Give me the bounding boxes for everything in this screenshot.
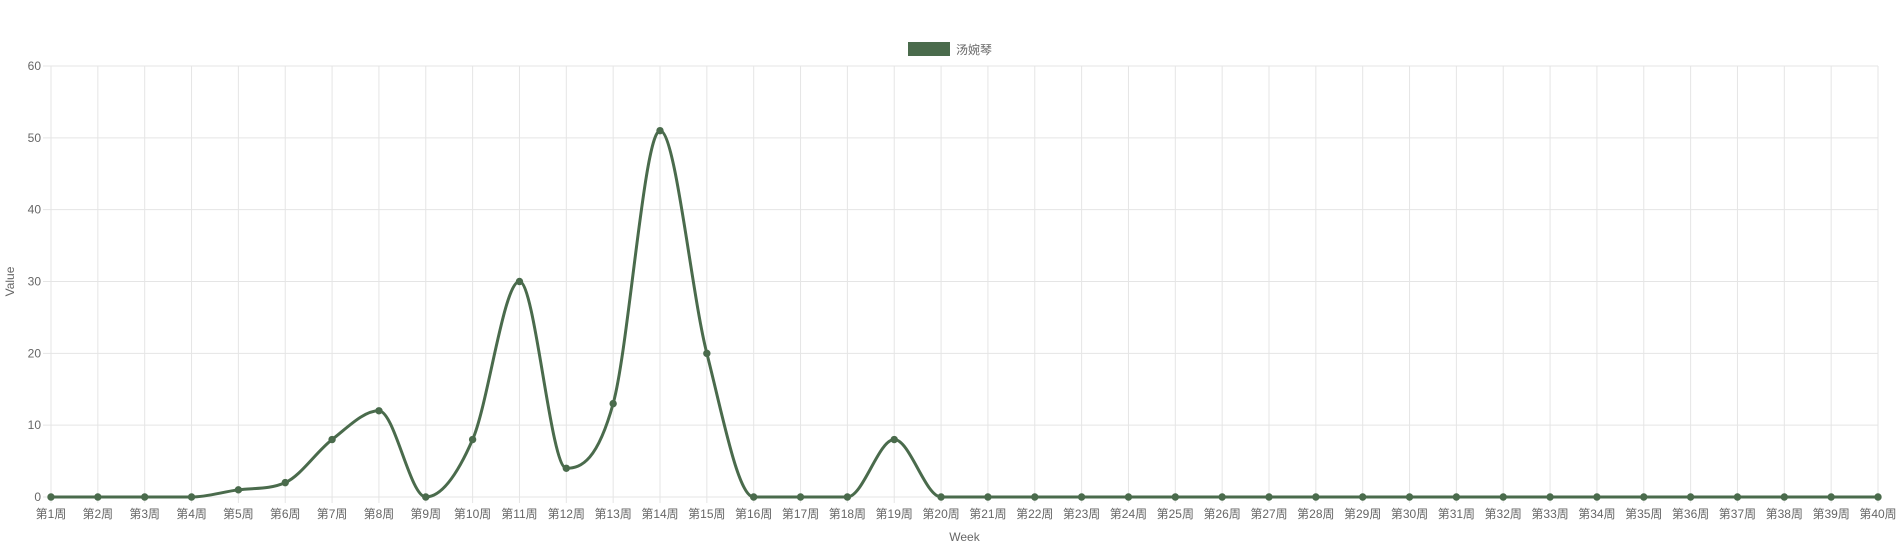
data-point[interactable] — [375, 407, 383, 415]
data-point[interactable] — [94, 493, 102, 501]
data-point[interactable] — [1827, 493, 1835, 501]
data-point[interactable] — [515, 277, 524, 286]
data-point[interactable] — [1031, 493, 1039, 501]
axes: 0 10 20 30 40 50 60 第1周 第2周 第3周 第4周 第5周 第6周 第7周 第8周 第9周… — [28, 59, 1897, 521]
series-layer — [47, 126, 1882, 501]
x-tick-label: 第9周 — [410, 507, 441, 521]
data-point[interactable] — [1452, 493, 1461, 501]
data-point[interactable] — [796, 493, 805, 501]
x-tick-label: 第12周 — [548, 507, 585, 521]
x-tick-label: 第30周 — [1391, 507, 1428, 521]
y-tick-label: 0 — [34, 490, 41, 504]
x-tick-label: 第39周 — [1812, 507, 1849, 521]
data-point[interactable] — [281, 478, 289, 487]
data-point[interactable] — [1733, 493, 1742, 501]
data-point[interactable] — [1686, 493, 1695, 501]
x-tick-label: 第5周 — [223, 507, 254, 521]
y-tick-label: 60 — [28, 59, 42, 73]
legend[interactable]: 汤婉琴 — [908, 42, 992, 57]
x-tick-label: 第25周 — [1157, 507, 1194, 521]
x-tick-label: 第6周 — [270, 507, 301, 521]
x-tick-label: 第37周 — [1719, 507, 1756, 521]
y-axis-title: Value — [3, 266, 17, 296]
x-tick-label: 第17周 — [782, 507, 819, 521]
x-tick-label: 第18周 — [829, 507, 866, 521]
data-point[interactable] — [47, 493, 55, 501]
x-tick-label: 第24周 — [1110, 507, 1147, 521]
x-tick-label: 第23周 — [1063, 507, 1100, 521]
data-point[interactable] — [609, 399, 617, 408]
data-point[interactable] — [1499, 493, 1507, 501]
data-point[interactable] — [1358, 493, 1367, 501]
x-tick-label: 第11周 — [501, 507, 537, 521]
x-tick-label: 第33周 — [1531, 507, 1568, 521]
y-tick-label: 50 — [28, 131, 42, 145]
x-tick-label: 第40周 — [1859, 507, 1896, 521]
x-tick-label: 第1周 — [36, 507, 67, 521]
grid — [43, 65, 1879, 503]
data-point[interactable] — [328, 435, 336, 444]
x-tick-label: 第16周 — [735, 507, 772, 521]
x-tick-label: 第3周 — [129, 507, 160, 521]
x-tick-label: 第28周 — [1297, 507, 1334, 521]
x-tick-label: 第26周 — [1203, 507, 1240, 521]
x-tick-label: 第35周 — [1625, 507, 1662, 521]
series-line — [49, 129, 1880, 499]
data-point[interactable] — [656, 126, 664, 135]
data-point[interactable] — [937, 493, 945, 501]
data-point[interactable] — [1546, 493, 1554, 501]
data-point[interactable] — [703, 349, 711, 358]
y-tick-label: 20 — [28, 346, 42, 360]
legend-swatch[interactable] — [908, 42, 950, 56]
data-point[interactable] — [1312, 493, 1320, 501]
data-point[interactable] — [234, 486, 243, 494]
x-tick-label: 第14周 — [641, 507, 678, 521]
x-tick-label: 第2周 — [83, 507, 114, 521]
x-tick-label: 第20周 — [922, 507, 959, 521]
data-point[interactable] — [1265, 493, 1273, 501]
data-point[interactable] — [468, 435, 477, 444]
data-point[interactable] — [1593, 493, 1601, 501]
x-tick-label: 第32周 — [1485, 507, 1522, 521]
x-tick-label: 第27周 — [1250, 507, 1287, 521]
x-tick-label: 第13周 — [594, 507, 631, 521]
data-point[interactable] — [187, 493, 196, 501]
y-tick-label: 10 — [28, 418, 42, 432]
data-point[interactable] — [843, 493, 852, 501]
data-point[interactable] — [1640, 493, 1648, 501]
y-tick-label: 40 — [28, 203, 42, 217]
data-point[interactable] — [749, 493, 758, 501]
data-point[interactable] — [1780, 493, 1789, 501]
x-tick-label: 第29周 — [1344, 507, 1381, 521]
x-tick-label: 第15周 — [688, 507, 725, 521]
data-point[interactable] — [1405, 493, 1414, 501]
x-tick-label: 第7周 — [317, 507, 348, 521]
y-tick-label: 30 — [28, 275, 42, 289]
x-tick-label: 第4周 — [176, 507, 207, 521]
x-tick-label: 第34周 — [1578, 507, 1615, 521]
x-tick-label: 第10周 — [454, 507, 491, 521]
data-point[interactable] — [890, 435, 898, 444]
x-tick-label: 第22周 — [1016, 507, 1053, 521]
x-tick-label: 第21周 — [969, 507, 1006, 521]
x-tick-label: 第19周 — [876, 507, 913, 521]
data-point[interactable] — [562, 464, 571, 472]
data-point[interactable] — [1874, 493, 1882, 501]
x-tick-label: 第36周 — [1672, 507, 1709, 521]
data-point[interactable] — [422, 493, 430, 501]
x-tick-label: 第31周 — [1438, 507, 1475, 521]
data-point[interactable] — [984, 493, 992, 501]
legend-label[interactable]: 汤婉琴 — [956, 42, 992, 57]
data-point[interactable] — [1218, 493, 1226, 501]
data-point[interactable] — [1171, 493, 1180, 501]
x-axis-title: Week — [949, 530, 980, 544]
data-point[interactable] — [1077, 493, 1086, 501]
data-point[interactable] — [1124, 493, 1133, 501]
data-point[interactable] — [140, 493, 149, 501]
x-tick-label: 第8周 — [364, 507, 395, 521]
x-tick-label: 第38周 — [1766, 507, 1803, 521]
